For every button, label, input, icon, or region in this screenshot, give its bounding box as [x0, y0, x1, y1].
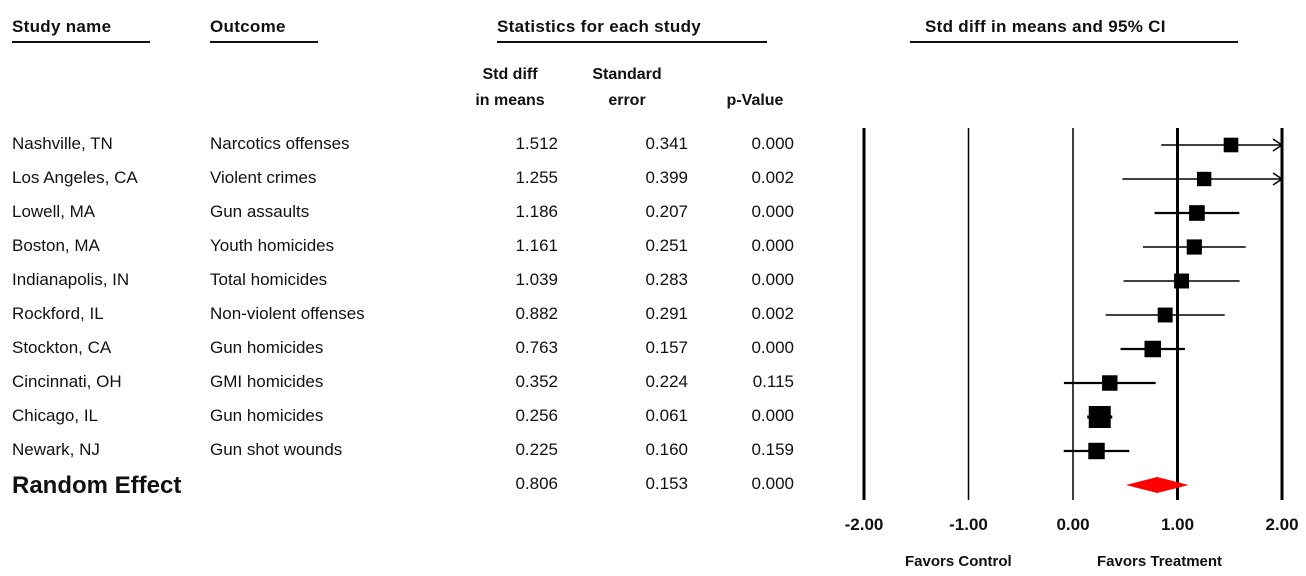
x-tick-label: 2.00	[1265, 515, 1298, 534]
study-outcome: Narcotics offenses	[210, 134, 350, 153]
std-diff-value: 1.161	[515, 236, 558, 255]
reference-lines	[862, 128, 1284, 500]
std-diff-value: 0.256	[515, 406, 558, 425]
std-err-value: 0.283	[645, 270, 688, 289]
p-value: 0.000	[751, 338, 794, 357]
p-value: 0.115	[752, 372, 794, 391]
study-outcome: Youth homicides	[210, 236, 335, 255]
summary-p-value: 0.000	[751, 474, 794, 493]
p-value: 0.002	[751, 168, 794, 187]
study-name: Lowell, MA	[12, 202, 96, 221]
subheader-std-diff-line2: in means	[475, 92, 545, 109]
std-err-value: 0.160	[645, 440, 688, 459]
std-diff-value: 0.882	[515, 304, 558, 323]
std-diff-value: 1.512	[515, 134, 558, 153]
summary-diamond	[1125, 477, 1189, 493]
subheader-std-err-line2: error	[608, 92, 646, 109]
study-outcome: Gun shot wounds	[210, 440, 343, 459]
estimate-marker	[1189, 205, 1205, 221]
std-err-value: 0.341	[645, 134, 688, 153]
header-plot-title-underline	[910, 41, 1238, 43]
std-diff-value: 0.352	[515, 372, 558, 391]
header-outcome-underline	[210, 41, 318, 43]
x-tick-label: -1.00	[949, 515, 988, 534]
study-outcome: GMI homicides	[210, 372, 324, 391]
ci-arrow	[1272, 172, 1284, 186]
header-outcome: Outcome	[210, 17, 286, 36]
std-diff-value: 1.039	[515, 270, 558, 289]
std-err-value: 0.207	[645, 202, 688, 221]
study-outcome: Gun homicides	[210, 338, 324, 357]
header-study-name: Study name	[12, 17, 112, 36]
p-value: 0.002	[751, 304, 794, 323]
estimate-marker	[1088, 442, 1105, 460]
study-outcome: Gun homicides	[210, 406, 324, 425]
ci-arrow	[1272, 138, 1284, 152]
std-err-value: 0.291	[645, 304, 688, 323]
estimate-marker	[1223, 137, 1239, 153]
study-name: Cincinnati, OH	[12, 372, 122, 391]
p-value: 0.000	[751, 134, 794, 153]
study-name: Rockford, IL	[12, 304, 104, 323]
study-outcome: Non-violent offenses	[210, 304, 365, 323]
std-err-value: 0.061	[645, 406, 688, 425]
p-value: 0.000	[751, 236, 794, 255]
favors-treatment-label: Favors Treatment	[1097, 553, 1223, 570]
std-diff-value: 0.225	[515, 440, 558, 459]
subheader-p-value: p-Value	[726, 92, 784, 109]
study-name: Indianapolis, IN	[12, 270, 130, 289]
header-stats-group: Statistics for each study	[497, 17, 702, 36]
std-diff-value: 1.255	[515, 168, 558, 187]
favors-control-label: Favors Control	[905, 553, 1012, 570]
subheader-std-err: Standard error	[572, 62, 682, 114]
header-stats-group-underline	[497, 41, 767, 43]
study-outcome: Violent crimes	[210, 168, 317, 187]
study-name: Chicago, IL	[12, 406, 98, 425]
header-plot-title: Std diff in means and 95% CI	[925, 17, 1166, 36]
p-value: 0.000	[751, 406, 794, 425]
study-name: Nashville, TN	[12, 134, 113, 153]
estimate-marker	[1186, 239, 1202, 255]
study-name: Boston, MA	[12, 236, 100, 255]
axis-tick-labels: -2.00 -1.00 0.00 1.00 2.00	[845, 515, 1299, 534]
point-estimates	[1088, 137, 1239, 460]
estimate-marker	[1157, 307, 1173, 323]
std-err-value: 0.224	[645, 372, 688, 391]
p-value: 0.159	[751, 440, 794, 459]
estimate-marker	[1102, 375, 1118, 391]
confidence-intervals	[1063, 138, 1284, 453]
p-value: 0.000	[751, 202, 794, 221]
summary-estimate	[1125, 477, 1189, 493]
x-tick-label: 1.00	[1161, 515, 1194, 534]
subheader-std-diff: Std diff in means	[455, 62, 565, 114]
std-diff-value: 0.763	[515, 338, 558, 357]
estimate-marker	[1144, 340, 1161, 358]
estimate-marker	[1088, 406, 1111, 428]
header-study-name-underline	[12, 41, 150, 43]
summary-std-err-value: 0.153	[645, 474, 688, 493]
study-name: Newark, NJ	[12, 440, 100, 459]
study-outcome: Gun assaults	[210, 202, 310, 221]
std-diff-value: 1.186	[515, 202, 558, 221]
study-outcome: Total homicides	[210, 270, 328, 289]
std-err-value: 0.251	[645, 236, 688, 255]
summary-name: Random Effect	[12, 472, 182, 499]
std-err-value: 0.399	[645, 168, 688, 187]
p-value: 0.000	[751, 270, 794, 289]
x-tick-label: -2.00	[845, 515, 884, 534]
subheader-std-diff-line1: Std diff	[482, 66, 538, 83]
estimate-marker	[1174, 273, 1190, 289]
study-name: Stockton, CA	[12, 338, 112, 357]
study-name: Los Angeles, CA	[12, 168, 138, 187]
summary-std-diff-value: 0.806	[515, 474, 558, 493]
subheader-std-err-line1: Standard	[592, 66, 662, 83]
estimate-marker	[1196, 171, 1212, 187]
x-tick-label: 0.00	[1056, 515, 1089, 534]
std-err-value: 0.157	[645, 338, 688, 357]
